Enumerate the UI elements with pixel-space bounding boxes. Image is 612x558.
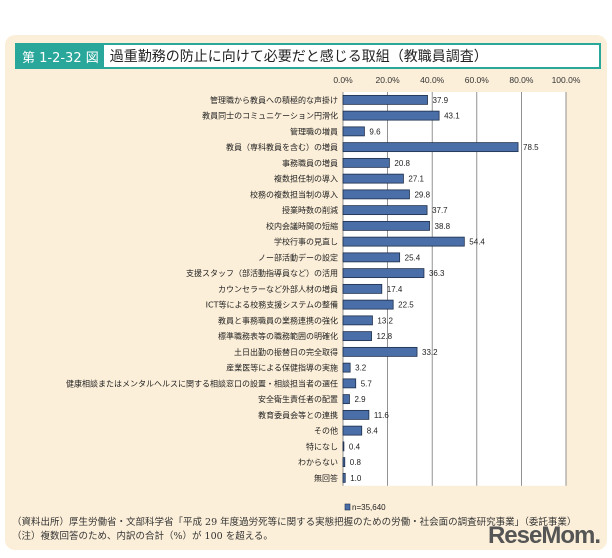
category-label: その他 [314, 426, 338, 436]
data-label: 36.3 [429, 269, 445, 278]
data-label: 8.4 [367, 427, 379, 436]
bar [342, 157, 390, 168]
bar [342, 126, 365, 137]
resemom-logo: ReseMom. [487, 522, 601, 549]
bar [342, 441, 345, 452]
data-label: 78.5 [523, 143, 539, 152]
data-label: 1.0 [350, 474, 362, 483]
category-label: ICT等による校務支援システムの整備 [206, 300, 338, 310]
data-label: 29.8 [414, 190, 430, 199]
tick-label: 0.0% [333, 75, 353, 85]
footnote: （注）複数回答のため、内訳の合計（%）が 100 を超える。 [12, 531, 273, 542]
data-label: 27.1 [408, 175, 424, 184]
data-label: 0.8 [350, 458, 362, 467]
tick-label: 40.0% [420, 75, 445, 85]
tick-label: 80.0% [509, 75, 534, 85]
category-label: 教員（専科教員を含む）の増員 [226, 142, 338, 152]
data-label: 5.7 [361, 379, 373, 388]
bar [342, 236, 465, 247]
category-label: 健康相談またはメンタルヘルスに関する相談窓口の設置・相談担当者の選任 [66, 378, 338, 388]
data-label: 13.2 [377, 316, 393, 325]
bar [342, 173, 404, 184]
category-label: 複数担任制の導入 [274, 174, 338, 184]
category-label: 教育委員会等との連携 [258, 410, 338, 420]
category-label: 産業医等による保健指導の実施 [226, 363, 338, 373]
data-label: 25.4 [405, 253, 421, 262]
category-label: ノー部活動デーの設定 [258, 252, 338, 262]
bar [342, 346, 418, 357]
category-label: 事務職員の増員 [282, 158, 338, 168]
data-label: 22.5 [398, 301, 414, 310]
category-label: 標準職務表等の職務範囲の明確化 [218, 331, 338, 341]
data-label: 0.4 [349, 442, 361, 451]
category-label: カウンセラーなど外部人材の増員 [218, 284, 338, 294]
tick-label: 20.0% [376, 75, 401, 85]
category-label: 学校行事の見直し [274, 237, 338, 247]
category-label: 管理職から教員への積極的な声掛け [210, 95, 338, 105]
bar [342, 331, 372, 342]
bar [342, 189, 410, 200]
data-label: 37.7 [432, 206, 448, 215]
bar [342, 268, 425, 279]
bar [342, 457, 346, 468]
category-label: 校内会議時間の短縮 [266, 221, 338, 231]
bar [342, 409, 370, 420]
category-label: 土日出勤の振替日の完全取得 [234, 347, 338, 357]
figure-number: 第 1-2-32 図 [17, 45, 104, 67]
data-label: 11.6 [374, 411, 390, 420]
bar [342, 472, 346, 483]
data-label: 12.8 [377, 332, 393, 341]
data-label: 9.6 [369, 127, 381, 136]
bar [342, 205, 428, 216]
bar [342, 362, 351, 373]
data-label: 54.4 [469, 238, 485, 247]
bar [342, 142, 519, 153]
tick-label: 60.0% [465, 75, 490, 85]
bar [342, 378, 357, 389]
bar [342, 425, 363, 436]
bar [342, 252, 401, 263]
bar [342, 94, 428, 105]
category-label: 教員同士のコミュニケーション円滑化 [202, 111, 338, 121]
data-label: 20.8 [394, 159, 410, 168]
data-label: 37.9 [433, 96, 449, 105]
bar [342, 220, 430, 231]
data-label: 43.1 [444, 112, 460, 121]
data-label: 17.4 [387, 285, 403, 294]
data-label: 33.2 [422, 348, 438, 357]
data-label: 3.2 [355, 364, 367, 373]
legend-swatch [344, 503, 351, 511]
tick-label: 100.0% [552, 75, 581, 85]
bar [342, 315, 373, 326]
category-label: 教員と事務職員の業務連携の強化 [218, 315, 338, 325]
legend-label: n=35,640 [352, 503, 386, 512]
chart-title: 過重勤務の防止に向けて必要だと感じる取組（教職員調査） [109, 49, 488, 65]
category-label: 支援スタッフ（部活動指導員など）の活用 [186, 268, 338, 278]
category-label: 管理職の増員 [290, 126, 338, 136]
source-note: （資料出所）厚生労働省・文部科学省「平成 29 年度過労死等に関する実態把握のた… [12, 517, 577, 528]
title-bar: 第 1-2-32 図 過重勤務の防止に向けて必要だと感じる取組（教職員調査） [15, 43, 601, 69]
data-label: 38.8 [435, 222, 451, 231]
category-label: 安全衛生責任者の配置 [258, 394, 338, 404]
bar [342, 283, 383, 294]
category-label: わからない [298, 458, 338, 467]
category-label: 授業時数の削減 [282, 205, 338, 215]
category-label: 校務の複数担当制の導入 [250, 189, 338, 199]
bar [342, 110, 440, 121]
category-label: 無回答 [314, 473, 338, 483]
data-label: 2.9 [354, 395, 366, 404]
bar [342, 299, 394, 310]
category-label: 特になし [306, 441, 338, 451]
bar [342, 394, 350, 405]
